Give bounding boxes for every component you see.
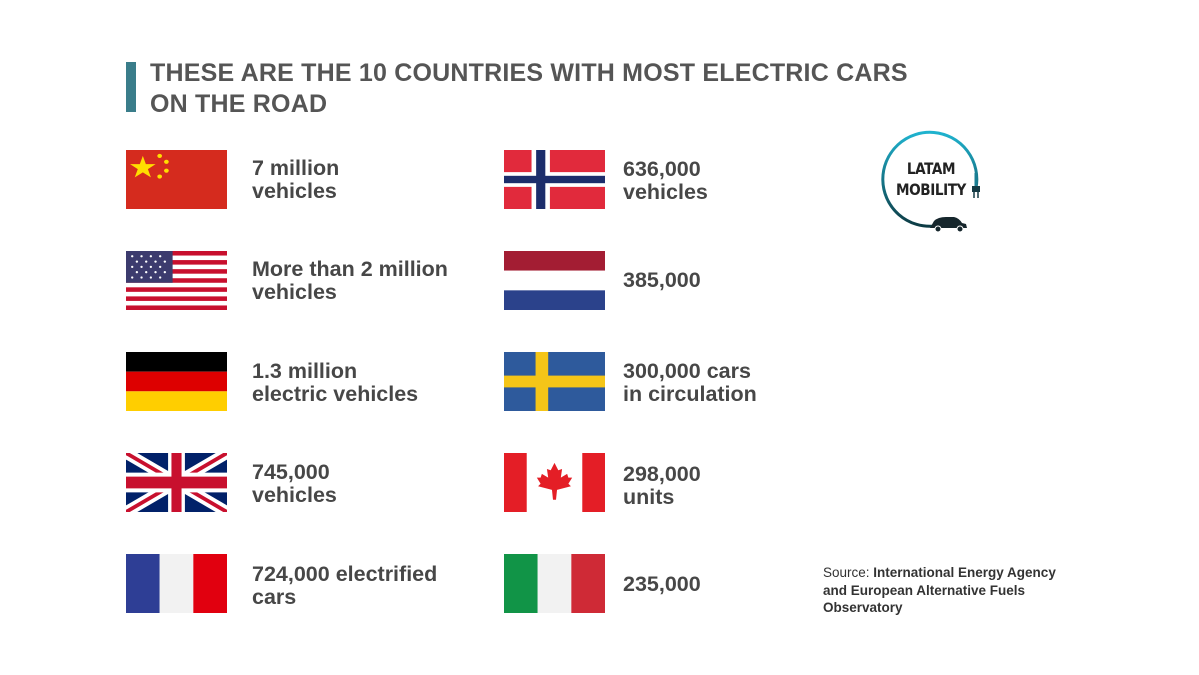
norway-flag xyxy=(504,150,605,209)
title-line-1: THESE ARE THE 10 COUNTRIES WITH MOST ELE… xyxy=(150,59,908,87)
country-stat-uk: 745,000 vehicles xyxy=(252,460,337,507)
france-flag xyxy=(126,554,227,613)
country-stat-germany: 1.3 million electric vehicles xyxy=(252,359,419,406)
country-stat-usa: More than 2 million vehicles xyxy=(252,257,448,304)
country-stat-netherlands: 385,000 xyxy=(623,268,701,292)
uk-flag xyxy=(126,453,227,512)
page-title: THESE ARE THE 10 COUNTRIES WITH MOST ELE… xyxy=(150,58,908,120)
title-accent-bar xyxy=(126,62,136,112)
germany-flag xyxy=(126,352,227,411)
logo-text: LATAM MOBILITY xyxy=(896,159,966,199)
source-note: Source: International Energy Agency and … xyxy=(823,565,1056,615)
sweden-flag xyxy=(504,352,605,411)
country-stat-italy: 235,000 xyxy=(623,572,701,596)
country-stat-sweden: 300,000 cars in circulation xyxy=(623,359,757,406)
netherlands-flag xyxy=(504,251,605,310)
title-line-2: ON THE ROAD xyxy=(150,90,328,118)
italy-flag xyxy=(504,554,605,613)
canada-flag xyxy=(504,453,605,512)
country-stat-canada: 298,000 units xyxy=(623,462,701,509)
latam-mobility-logo xyxy=(880,128,990,238)
china-flag xyxy=(126,150,227,209)
country-stat-france: 724,000 electrified cars xyxy=(252,562,438,609)
usa-flag xyxy=(126,251,227,310)
country-stat-norway: 636,000 vehicles xyxy=(623,157,708,204)
country-stat-china: 7 million vehicles xyxy=(252,156,340,203)
